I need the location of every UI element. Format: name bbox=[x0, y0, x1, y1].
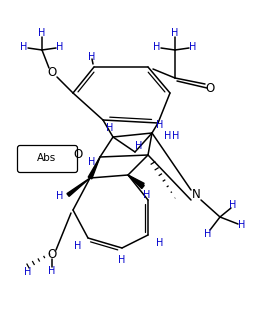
Text: H: H bbox=[56, 42, 64, 52]
Text: O: O bbox=[205, 81, 215, 95]
Text: H: H bbox=[156, 120, 164, 130]
Text: H: H bbox=[88, 52, 96, 62]
Text: O: O bbox=[73, 148, 83, 161]
Text: H: H bbox=[189, 42, 197, 52]
Text: H: H bbox=[106, 123, 114, 133]
Text: H: H bbox=[20, 42, 28, 52]
Text: H: H bbox=[56, 191, 64, 201]
Text: O: O bbox=[47, 248, 56, 262]
Text: O: O bbox=[47, 67, 56, 80]
Polygon shape bbox=[128, 175, 144, 188]
Text: H: H bbox=[171, 28, 179, 38]
FancyBboxPatch shape bbox=[17, 146, 78, 173]
Polygon shape bbox=[128, 175, 144, 187]
Text: H: H bbox=[74, 241, 82, 251]
Text: H: H bbox=[153, 42, 161, 52]
Text: H: H bbox=[135, 141, 143, 151]
Text: H: H bbox=[88, 157, 96, 167]
Text: Abs: Abs bbox=[37, 153, 56, 163]
Text: H: H bbox=[164, 131, 172, 141]
Text: H: H bbox=[204, 229, 212, 239]
Polygon shape bbox=[88, 157, 100, 179]
Text: N: N bbox=[192, 188, 200, 202]
Text: H: H bbox=[48, 266, 56, 276]
Text: H: H bbox=[229, 200, 237, 210]
Text: H: H bbox=[38, 28, 46, 38]
Polygon shape bbox=[67, 178, 90, 196]
Text: H: H bbox=[172, 131, 180, 141]
Text: H: H bbox=[118, 255, 126, 265]
Text: H: H bbox=[238, 220, 246, 230]
Text: H: H bbox=[156, 238, 164, 248]
Text: H: H bbox=[143, 190, 151, 200]
Text: H: H bbox=[24, 267, 32, 277]
